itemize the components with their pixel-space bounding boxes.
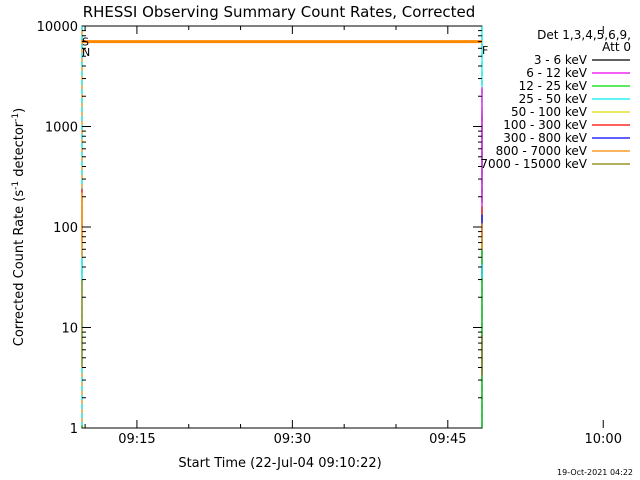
y-axis-label: Corrected Count Rate (s-1 detector-1) bbox=[11, 108, 27, 346]
x-tick-label: 09:15 bbox=[118, 432, 155, 447]
x-tick-label: 09:45 bbox=[429, 432, 466, 447]
y-tick-label: 1000 bbox=[45, 121, 78, 136]
y-tick-label: 100 bbox=[53, 221, 78, 236]
y-axis-label-superscript: -1 bbox=[11, 113, 21, 122]
legend-header-line: Det 1,3,4,5,6,9, bbox=[537, 28, 631, 42]
chart-title: RHESSI Observing Summary Count Rates, Co… bbox=[83, 3, 476, 21]
y-axis-label-part: Corrected Count Rate (s bbox=[12, 190, 27, 347]
legend-label: 6 - 12 keV bbox=[526, 66, 588, 80]
legend-label: 25 - 50 keV bbox=[519, 92, 588, 106]
y-axis-label-superscript: -1 bbox=[11, 181, 21, 190]
state-bar-label: N bbox=[82, 46, 90, 59]
x-axis-label: Start Time (22-Jul-04 09:10:22) bbox=[178, 456, 381, 471]
y-tick-label: 1 bbox=[70, 422, 78, 437]
legend-label: 800 - 7000 keV bbox=[496, 144, 588, 158]
y-axis: 1 10 100 1000 10000 bbox=[37, 20, 482, 437]
legend-label: 300 - 800 keV bbox=[503, 131, 587, 145]
y-axis-label-part: detector bbox=[12, 121, 27, 181]
legend-label: 100 - 300 keV bbox=[503, 118, 587, 132]
timestamp: 19-Oct-2021 04:22 bbox=[557, 468, 633, 477]
legend-label: 7000 - 15000 keV bbox=[480, 157, 587, 171]
x-tick-label: 10:00 bbox=[585, 432, 622, 447]
legend-header-line: Att 0 bbox=[602, 40, 631, 54]
x-tick-label: 09:30 bbox=[274, 432, 311, 447]
legend-label: 12 - 25 keV bbox=[519, 79, 588, 93]
series-layer bbox=[81, 87, 483, 428]
legend-label: 50 - 100 keV bbox=[511, 105, 588, 119]
state-bar-label: F bbox=[482, 44, 488, 57]
legend-label: 3 - 6 keV bbox=[534, 53, 588, 67]
y-axis-label-part: ) bbox=[12, 108, 27, 113]
y-tick-label: 10000 bbox=[37, 20, 78, 35]
y-tick-label: 10 bbox=[61, 322, 78, 337]
